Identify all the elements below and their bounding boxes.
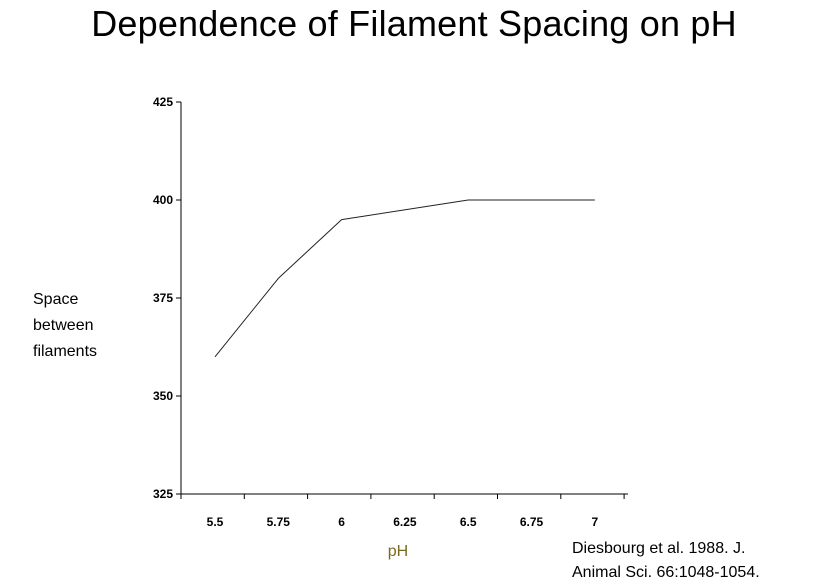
y-axis-label-line-1: Space [33, 291, 79, 308]
chart-title: Dependence of Filament Spacing on pH [91, 3, 737, 44]
y-axis-label: Space between filaments [33, 287, 143, 365]
x-tick-label: 6 [338, 515, 345, 529]
x-tick-label: 6.25 [393, 515, 417, 529]
chart-axes [180, 102, 628, 495]
x-tick-label: 6.5 [460, 515, 477, 529]
x-tick-label: 5.75 [267, 515, 291, 529]
series-line [214, 199, 595, 358]
x-axis-label: pH [387, 543, 409, 560]
citation-line-1: Diesbourg et al. 1988. J. [572, 540, 746, 557]
y-tick-label: 400 [153, 193, 173, 207]
series-lines [214, 199, 595, 358]
y-tick-label: 375 [153, 291, 173, 305]
y-axis-ticks: 325 350 375 400 425 [153, 95, 181, 501]
y-tick-label: 325 [153, 487, 173, 501]
x-tick-label: 5.5 [207, 515, 224, 529]
y-axis-label-line-3: filaments [33, 343, 98, 360]
y-tick-label: 350 [153, 389, 173, 403]
citation: Diesbourg et al. 1988. J. Animal Sci. 66… [572, 537, 828, 585]
y-tick-label: 425 [153, 95, 173, 109]
citation-line-2: Animal Sci. 66:1048-1054. [572, 564, 760, 581]
x-tick-label: 7 [591, 515, 598, 529]
y-axis-label-line-2: between [33, 317, 94, 334]
x-axis-ticks: 5.5 5.75 6 6.25 6.5 6.75 7 [180, 494, 625, 529]
x-tick-label: 6.75 [520, 515, 544, 529]
